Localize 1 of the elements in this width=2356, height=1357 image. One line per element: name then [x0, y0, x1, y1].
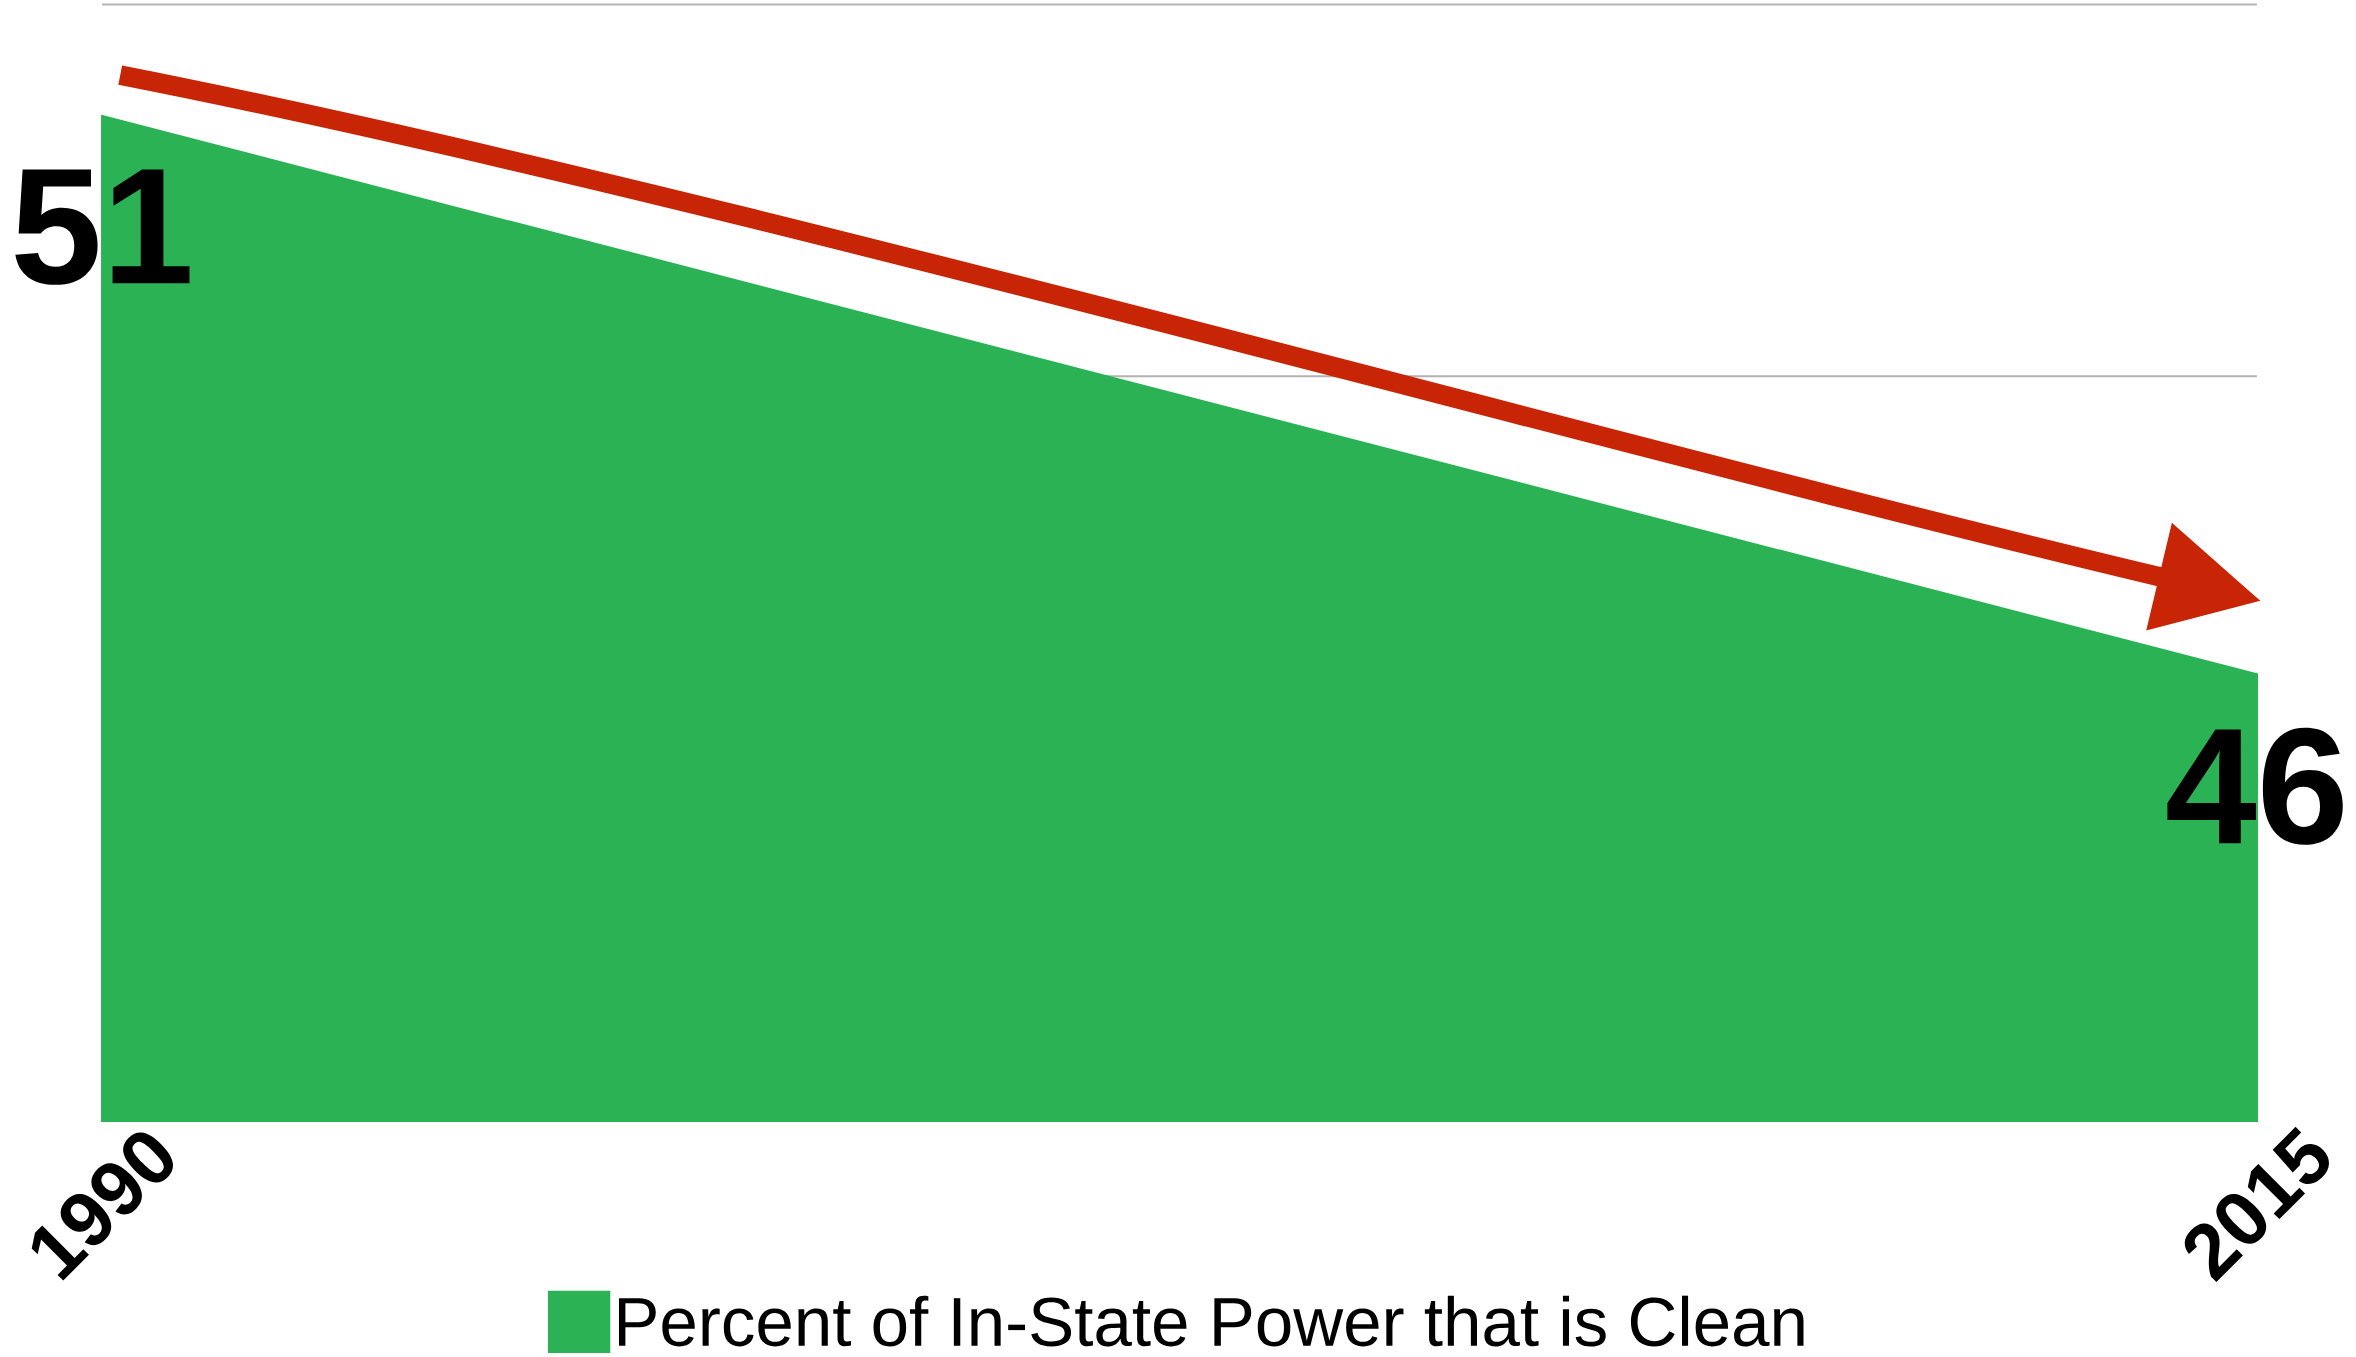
legend-label: Percent of In-State Power that is Clean: [618, 1295, 1804, 1347]
